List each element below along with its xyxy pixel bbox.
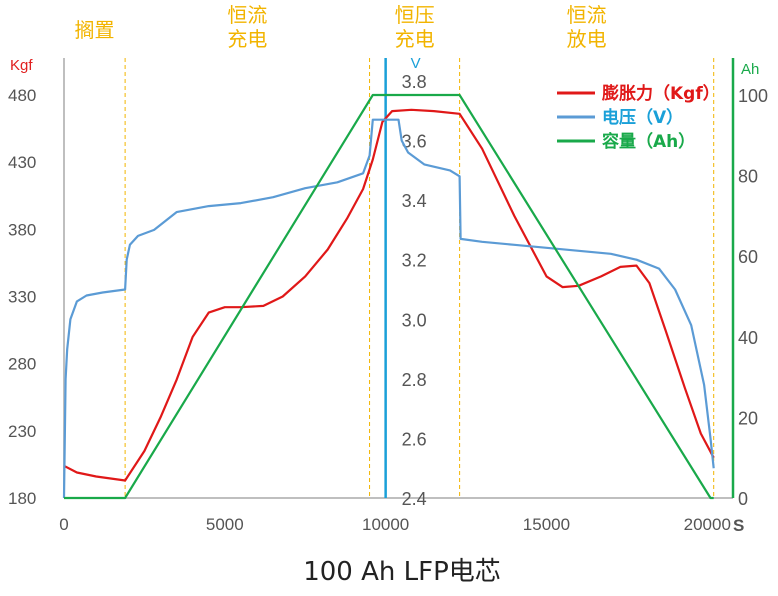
capacity-axis-unit: Ah [741, 61, 759, 78]
force-tick-label: 480 [8, 86, 36, 105]
series-layer [62, 93, 715, 500]
capacity-tick-label: 80 [738, 167, 758, 187]
series-line-force [63, 108, 715, 482]
voltage-tick-label: 2.4 [402, 489, 427, 509]
x-tick-label: 20000 [684, 515, 731, 534]
voltage-tick-label: 3.0 [402, 310, 427, 330]
x-tick-label: 5000 [206, 515, 244, 534]
voltage-tick-label: 3.4 [402, 191, 427, 211]
phase-label: 恒压 [395, 3, 435, 27]
voltage-tick-label: 2.6 [402, 429, 427, 449]
phase-label: 充电 [227, 27, 267, 51]
phase-label: 充电 [395, 27, 435, 51]
capacity-tick-label: 20 [738, 408, 758, 428]
axes-layer: 180 230 280 330 380 430 480 Kgf 0 5000 10000 15000 2… [8, 55, 768, 535]
x-tick-label: 15000 [523, 515, 570, 534]
capacity-tick-label: 60 [738, 247, 758, 267]
force-axis-unit: Kgf [10, 57, 33, 74]
chart-title: 100 Ah LFP电芯 [303, 557, 501, 587]
x-tick-label: 0 [59, 515, 68, 534]
legend-label: 膨胀力（Kgf） [602, 83, 720, 104]
legend-label: 容量（Ah） [602, 131, 695, 152]
series-line-voltage [62, 118, 715, 499]
legend: 膨胀力（Kgf） 电压（V） 容量（Ah） [557, 83, 720, 152]
capacity-tick-label: 100 [738, 86, 768, 106]
force-tick-label: 330 [8, 288, 36, 307]
series-line-capacity [64, 93, 714, 500]
phase-label: 放电 [567, 27, 607, 51]
legend-label: 电压（V） [602, 107, 683, 128]
force-tick-label: 380 [8, 220, 36, 239]
voltage-axis-unit: V [411, 55, 421, 72]
phase-label: 搁置 [75, 18, 115, 42]
voltage-tick-label: 3.2 [402, 251, 427, 271]
force-tick-label: 180 [8, 489, 36, 508]
voltage-tick-label: 3.6 [402, 132, 427, 152]
force-tick-label: 280 [8, 355, 36, 374]
voltage-tick-label: 3.8 [402, 72, 427, 92]
voltage-tick-label: 2.8 [402, 370, 427, 390]
capacity-tick-label: 40 [738, 328, 758, 348]
phase-label: 恒流 [227, 3, 267, 27]
force-tick-label: 430 [8, 153, 36, 172]
x-tick-label: 10000 [362, 515, 409, 534]
capacity-tick-label: 0 [738, 489, 748, 509]
phase-label: 恒流 [567, 3, 607, 27]
force-tick-label: 230 [8, 422, 36, 441]
x-axis-label: S [733, 516, 744, 535]
